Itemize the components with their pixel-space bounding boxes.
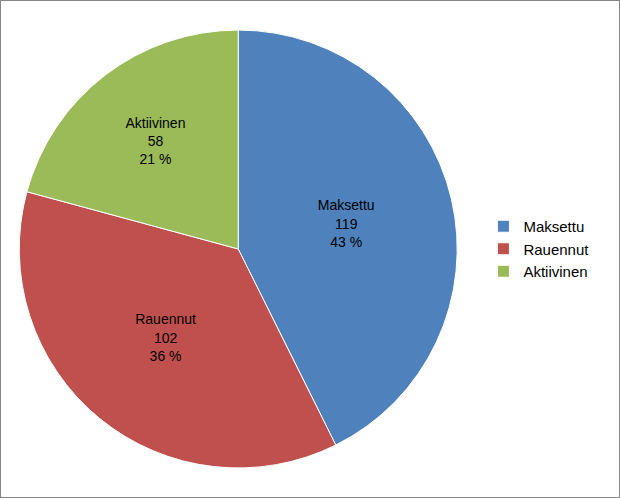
svg-text:Maksettu11943 %: Maksettu11943 % [318,197,375,249]
svg-text:Aktiivinen: Aktiivinen [523,263,587,280]
svg-text:Maksettu: Maksettu [523,218,584,235]
svg-text:Rauennut: Rauennut [523,241,589,258]
svg-text:Aktiivinen5821 %: Aktiivinen5821 % [126,115,186,167]
svg-text:Rauennut10236 %: Rauennut10236 % [135,311,196,363]
